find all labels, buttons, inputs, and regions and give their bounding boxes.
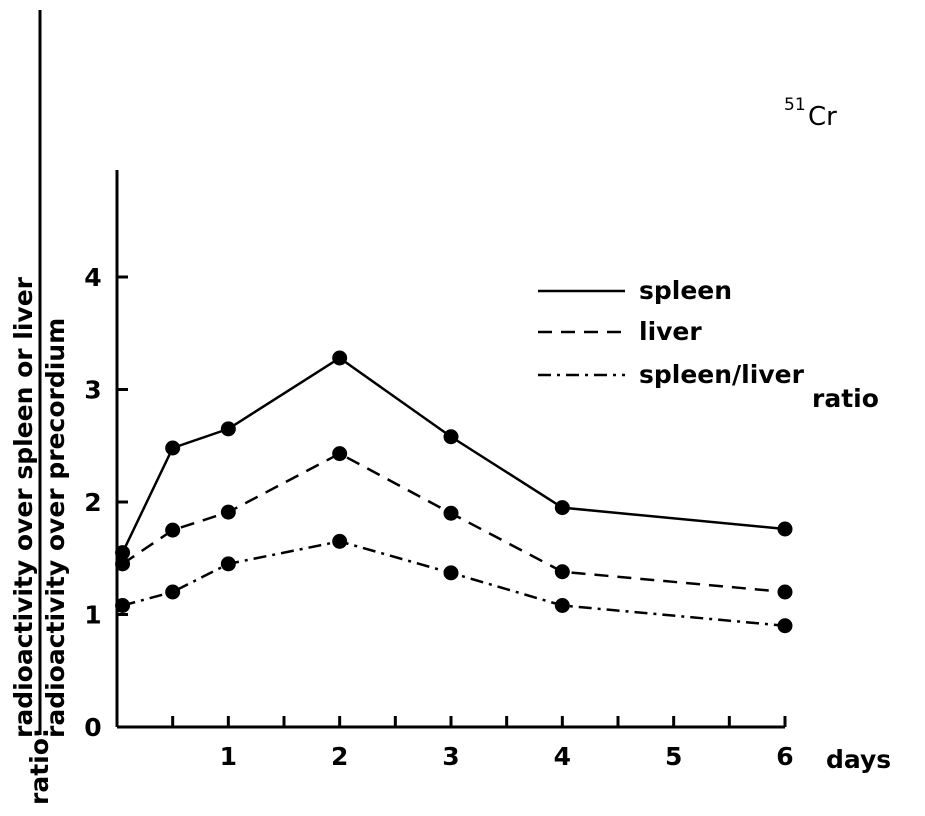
y-axis-title: ratio: radioactivity over spleen or live… [9, 10, 70, 805]
data-point [554, 598, 570, 613]
axes: 1 2 3 4 5 6 0 1 2 3 4 [84, 170, 794, 771]
series-3 [115, 533, 793, 634]
series-1 [115, 350, 793, 561]
data-point [115, 545, 131, 561]
series-line [122, 540, 786, 627]
y-tick-label: 3 [84, 376, 101, 405]
x-tick-label: 1 [220, 742, 237, 771]
series-2 [115, 446, 793, 600]
isotope-mass-number: 51 [784, 95, 806, 115]
x-axis-title: days [826, 745, 891, 774]
series-layer [115, 350, 793, 634]
x-tick-label: 6 [776, 742, 793, 771]
y-tick-label: 1 [84, 601, 101, 630]
data-point [554, 564, 570, 580]
data-point [220, 421, 236, 437]
data-point [443, 565, 459, 581]
legend-label: spleen/liver [639, 360, 805, 389]
data-point [165, 440, 181, 456]
data-point [165, 584, 181, 600]
data-point [332, 533, 348, 549]
x-tick-label: 4 [554, 742, 571, 771]
data-point [332, 446, 348, 462]
data-point [777, 584, 793, 600]
y-tick-label: 0 [84, 713, 101, 742]
data-point [220, 556, 236, 572]
data-point [220, 504, 236, 520]
y-axis-title-prefix: ratio: [25, 728, 54, 805]
data-point [115, 598, 131, 613]
data-point [777, 618, 793, 634]
x-tick-label: 5 [665, 742, 682, 771]
data-point [443, 505, 459, 521]
data-point [554, 500, 570, 516]
legend-label: liver [639, 317, 702, 346]
legend-label-line2: ratio [812, 384, 879, 413]
x-tick-label: 2 [331, 742, 348, 771]
y-tick-label: 4 [84, 263, 101, 292]
legend-label: spleen [639, 276, 732, 305]
legend-entry: spleen [538, 276, 732, 305]
data-point [443, 429, 459, 445]
y-axis-title-numerator: radioactivity over spleen or liver [9, 276, 38, 738]
legend-entry: liver [538, 317, 702, 346]
data-point [115, 556, 131, 572]
data-point [332, 350, 348, 366]
isotope-annotation: 51 Cr [784, 95, 837, 132]
isotope-symbol: Cr [808, 102, 837, 132]
y-tick-label: 2 [84, 488, 101, 517]
data-point [777, 521, 793, 537]
data-point [165, 522, 181, 538]
x-tick-label: 3 [442, 742, 459, 771]
y-axis-title-denominator: radioactivity over precordium [41, 318, 70, 738]
